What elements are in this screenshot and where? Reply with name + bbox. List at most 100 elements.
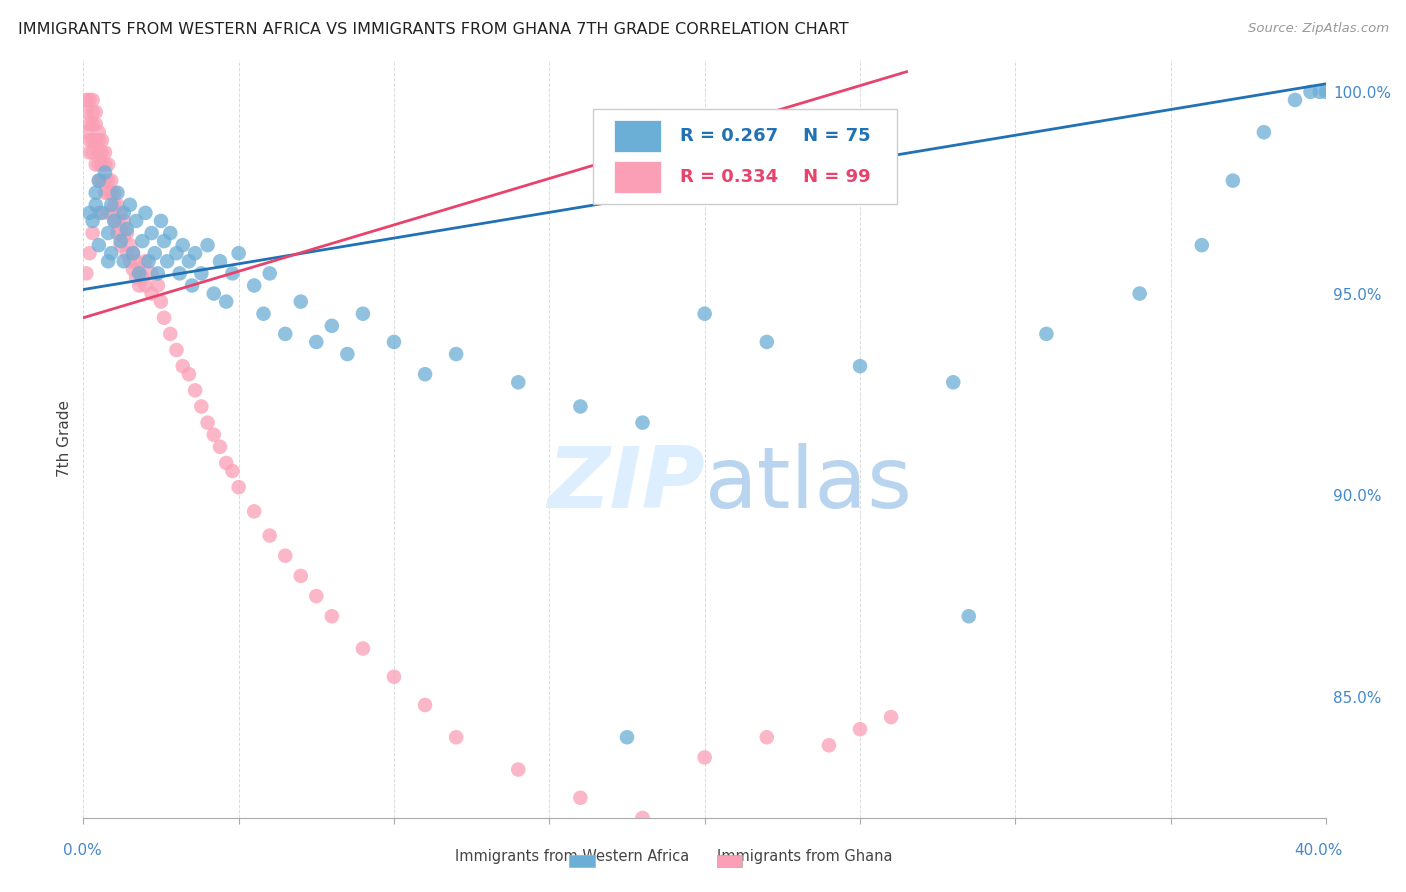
Point	[94, 145, 117, 160]
Point	[94, 157, 117, 171]
Point	[97, 173, 120, 187]
Y-axis label: 7th Grade: 7th Grade	[58, 401, 72, 477]
Point	[149, 294, 172, 309]
Text: 40.0%: 40.0%	[1295, 843, 1343, 858]
Point	[134, 278, 156, 293]
Point	[1315, 85, 1337, 99]
Point	[110, 234, 132, 248]
Point	[693, 307, 716, 321]
Point	[90, 145, 112, 160]
Point	[146, 266, 169, 280]
Point	[321, 318, 343, 333]
Point	[190, 266, 212, 280]
Point	[110, 238, 132, 252]
Point	[880, 710, 903, 724]
Point	[134, 206, 156, 220]
Point	[957, 609, 980, 624]
Point	[82, 105, 104, 120]
Point	[87, 157, 110, 171]
Point	[755, 731, 778, 745]
Point	[508, 763, 530, 777]
Point	[631, 416, 654, 430]
Point	[141, 266, 163, 280]
Point	[100, 186, 122, 200]
Point	[87, 145, 110, 160]
Point	[274, 326, 297, 341]
Point	[177, 368, 200, 382]
Point	[131, 270, 153, 285]
Point	[100, 206, 122, 220]
Point	[125, 214, 148, 228]
Point	[82, 226, 104, 240]
Point	[128, 262, 150, 277]
Point	[97, 206, 120, 220]
Point	[177, 254, 200, 268]
Point	[352, 307, 374, 321]
Point	[413, 698, 436, 712]
Point	[103, 198, 125, 212]
Point	[125, 254, 148, 268]
Point	[90, 133, 112, 147]
Point	[305, 334, 328, 349]
Point	[569, 400, 592, 414]
Point	[382, 334, 405, 349]
Point	[159, 226, 181, 240]
Point	[107, 198, 129, 212]
Point	[112, 206, 135, 220]
Point	[82, 145, 104, 160]
Point	[305, 589, 328, 603]
Point	[79, 93, 101, 107]
Point	[118, 198, 141, 212]
Point	[818, 739, 841, 753]
Point	[128, 278, 150, 293]
Point	[87, 238, 110, 252]
Point	[616, 731, 638, 745]
Point	[169, 266, 191, 280]
Point	[184, 246, 207, 260]
Point	[79, 133, 101, 147]
Point	[259, 266, 281, 280]
Point	[103, 214, 125, 228]
Point	[259, 528, 281, 542]
Point	[100, 198, 122, 212]
Point	[153, 234, 176, 248]
Point	[166, 246, 188, 260]
Point	[166, 343, 188, 357]
Point	[138, 254, 160, 268]
Point	[122, 262, 145, 277]
Point	[79, 117, 101, 131]
Point	[149, 214, 172, 228]
Point	[413, 368, 436, 382]
Point	[84, 117, 107, 131]
Point	[693, 750, 716, 764]
Point	[134, 254, 156, 268]
Point	[153, 310, 176, 325]
Point	[103, 214, 125, 228]
Point	[75, 125, 97, 139]
Point	[100, 246, 122, 260]
Point	[90, 206, 112, 220]
Point	[1129, 286, 1152, 301]
Point	[90, 173, 112, 187]
Point	[228, 246, 250, 260]
Point	[197, 238, 219, 252]
Point	[97, 157, 120, 171]
Point	[202, 286, 225, 301]
Point	[87, 206, 110, 220]
Point	[508, 376, 530, 390]
Point	[243, 278, 266, 293]
Point	[118, 254, 141, 268]
Text: R = 0.267    N = 75: R = 0.267 N = 75	[681, 127, 870, 145]
Text: IMMIGRANTS FROM WESTERN AFRICA VS IMMIGRANTS FROM GHANA 7TH GRADE CORRELATION CH: IMMIGRANTS FROM WESTERN AFRICA VS IMMIGR…	[18, 22, 849, 37]
Point	[274, 549, 297, 563]
Point	[215, 294, 238, 309]
Point	[94, 186, 117, 200]
Point	[131, 234, 153, 248]
Point	[208, 254, 231, 268]
Text: ZIP: ZIP	[547, 442, 704, 525]
Point	[221, 266, 243, 280]
Point	[112, 230, 135, 244]
Point	[112, 214, 135, 228]
Point	[336, 347, 359, 361]
Point	[631, 811, 654, 825]
